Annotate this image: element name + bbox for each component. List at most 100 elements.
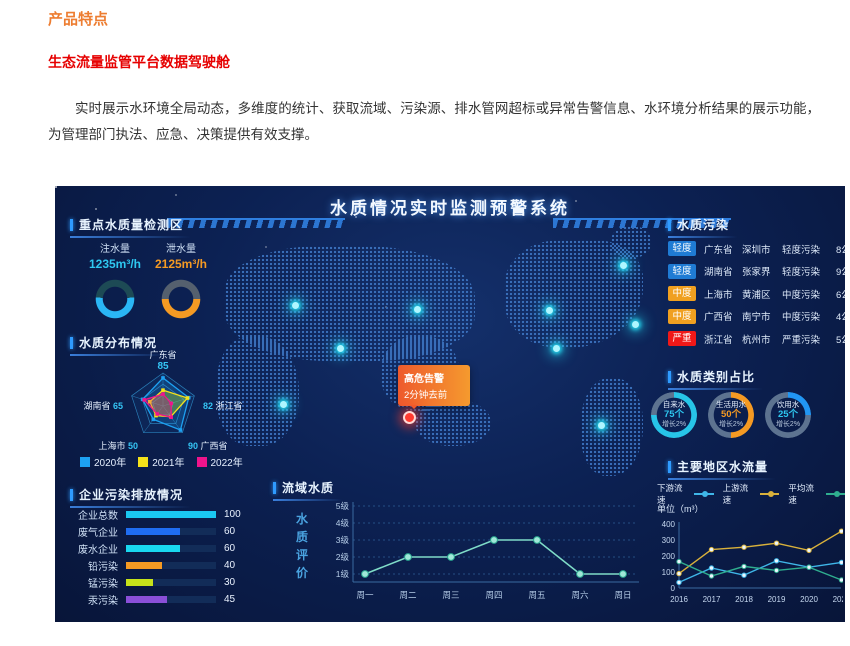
svg-text:周五: 周五 bbox=[528, 590, 546, 600]
bar-fill bbox=[126, 578, 153, 586]
panel-title: 重点水质量检测区 bbox=[79, 218, 184, 232]
pollution-distance: 6公里 bbox=[836, 289, 845, 301]
pollution-province: 广西省 bbox=[704, 312, 733, 323]
svg-text:2018: 2018 bbox=[735, 595, 753, 604]
bar-track bbox=[126, 527, 216, 535]
legend-label: 平均流速 bbox=[788, 483, 814, 505]
radar-legend: 2020年 2021年 2022年 bbox=[80, 454, 243, 469]
legend-item-下游流速[interactable]: 下游流速 bbox=[657, 482, 714, 506]
svg-text:2021: 2021 bbox=[833, 595, 843, 604]
region-flow-line-chart: 400 300 200 100 0 2016 2017 2018 2019 2020 2021 bbox=[662, 520, 843, 604]
legend-line-marker bbox=[759, 491, 780, 497]
bar-track bbox=[126, 510, 216, 518]
panel-title: 流域水质 bbox=[282, 481, 335, 495]
svg-text:0: 0 bbox=[671, 584, 676, 593]
donut-自来水: 自来水 75个 增长2% bbox=[651, 392, 697, 438]
background-stars bbox=[55, 186, 57, 188]
page-title: 产品特点 bbox=[48, 11, 109, 28]
donut-count: 25个 bbox=[777, 409, 799, 421]
severity-badge: 中度 bbox=[668, 308, 696, 324]
legend-item-2020年[interactable]: 2020年 bbox=[80, 454, 126, 469]
alert-point-red[interactable] bbox=[403, 411, 416, 424]
severity-badge: 轻度 bbox=[668, 263, 696, 279]
donut-text: 生活用水 50个 增长2% bbox=[708, 392, 754, 438]
gauge-value: 2125m³/h bbox=[154, 257, 208, 271]
gauge-label: 注水量 bbox=[100, 244, 130, 255]
panel-title: 水质污染 bbox=[677, 218, 730, 232]
donut-ring bbox=[765, 392, 811, 438]
severity-badge: 轻度 bbox=[668, 241, 696, 256]
header-accent-bar bbox=[668, 460, 671, 473]
svg-text:200: 200 bbox=[662, 552, 676, 561]
pollution-level: 中度污染 bbox=[782, 289, 821, 301]
svg-text:90 广西省: 90 广西省 bbox=[188, 440, 228, 450]
pollution-city: 张家界 bbox=[742, 267, 771, 278]
monitoring-point-glow bbox=[553, 345, 560, 352]
legend-label: 2022年 bbox=[210, 458, 243, 469]
panel-header-enterprise: 企业污染排放情况 bbox=[70, 486, 192, 508]
panel-header-pollution-list: 水质污染 bbox=[668, 216, 738, 238]
panel-header-basin-quality: 流域水质 bbox=[273, 479, 343, 501]
map-alert-tooltip[interactable]: 高危告警 2分钟去前 bbox=[398, 365, 470, 409]
intro-paragraph: 实时展示水环境全局动态，多维度的统计、获取流域、污染源、排水管网超标或异常告警信… bbox=[48, 101, 820, 142]
gauge-inflow: 注水量 1235m³/h bbox=[75, 240, 155, 319]
bar-track bbox=[126, 578, 216, 586]
svg-text:周六: 周六 bbox=[571, 590, 589, 600]
gauge-discharge: 泄水量 2125m³/h bbox=[141, 240, 221, 319]
panel-title: 水质分布情况 bbox=[79, 336, 158, 350]
panel-title: 企业污染排放情况 bbox=[79, 488, 184, 502]
legend-item-2021年[interactable]: 2021年 bbox=[138, 454, 185, 469]
pollution-city: 深圳市 bbox=[742, 244, 771, 256]
bar-row: 锰污染 30 bbox=[70, 576, 236, 590]
bar-value: 30 bbox=[224, 576, 236, 588]
panel-title: 水质类别占比 bbox=[677, 370, 756, 384]
svg-text:4级: 4级 bbox=[336, 518, 350, 528]
legend-item-平均流速[interactable]: 平均流速 bbox=[788, 482, 845, 506]
pollution-province: 浙江省 bbox=[704, 334, 733, 346]
legend-swatch bbox=[80, 456, 90, 467]
svg-text:1级: 1级 bbox=[336, 569, 350, 579]
donut-label: 自来水 bbox=[662, 400, 686, 409]
svg-text:300: 300 bbox=[662, 536, 676, 545]
legend-item-上游流速[interactable]: 上游流速 bbox=[723, 482, 780, 506]
pollution-city: 黄浦区 bbox=[742, 289, 771, 301]
header-accent-bar bbox=[70, 488, 73, 501]
monitoring-point-glow bbox=[414, 306, 421, 313]
pollution-distance: 8公里 bbox=[836, 244, 845, 256]
bar-row: 废气企业 60 bbox=[70, 525, 235, 539]
panel-header-category-ratio: 水质类别占比 bbox=[668, 368, 764, 390]
bar-label: 废水企业 bbox=[78, 544, 118, 556]
pollution-province: 湖南省 bbox=[704, 267, 733, 278]
continent-north-america bbox=[505, 240, 643, 348]
bar-value: 40 bbox=[224, 559, 236, 571]
pollution-level: 轻度污染 bbox=[782, 267, 821, 278]
monitoring-point-glow bbox=[292, 302, 299, 309]
bar-track bbox=[126, 595, 216, 603]
legend-item-2022年[interactable]: 2022年 bbox=[196, 454, 243, 469]
pollution-province: 上海市 bbox=[704, 289, 733, 301]
donut-text: 自来水 75个 增长2% bbox=[651, 392, 697, 438]
pollution-distance: 9公里 bbox=[836, 267, 845, 278]
bar-label: 锰污染 bbox=[88, 578, 118, 590]
donut-ring bbox=[708, 392, 754, 438]
donut-growth: 增长2% bbox=[775, 421, 801, 429]
dashboard-title: 水质情况实时监测预警系统 bbox=[330, 199, 570, 218]
bar-row: 企业总数 100 bbox=[70, 508, 241, 522]
alert-title: 高危告警 bbox=[404, 374, 444, 385]
donut-饮用水: 饮用水 25个 增长2% bbox=[765, 392, 811, 438]
legend-line-marker bbox=[694, 491, 714, 497]
bar-fill bbox=[126, 561, 162, 569]
flow-legend: 下游流速 上游流速 平均流速 bbox=[657, 482, 845, 506]
monitoring-point-glow bbox=[546, 307, 553, 314]
bar-fill bbox=[126, 595, 167, 603]
bar-fill bbox=[126, 510, 216, 518]
gauge-value: 1235m³/h bbox=[88, 257, 142, 271]
bar-label: 废气企业 bbox=[78, 527, 118, 539]
